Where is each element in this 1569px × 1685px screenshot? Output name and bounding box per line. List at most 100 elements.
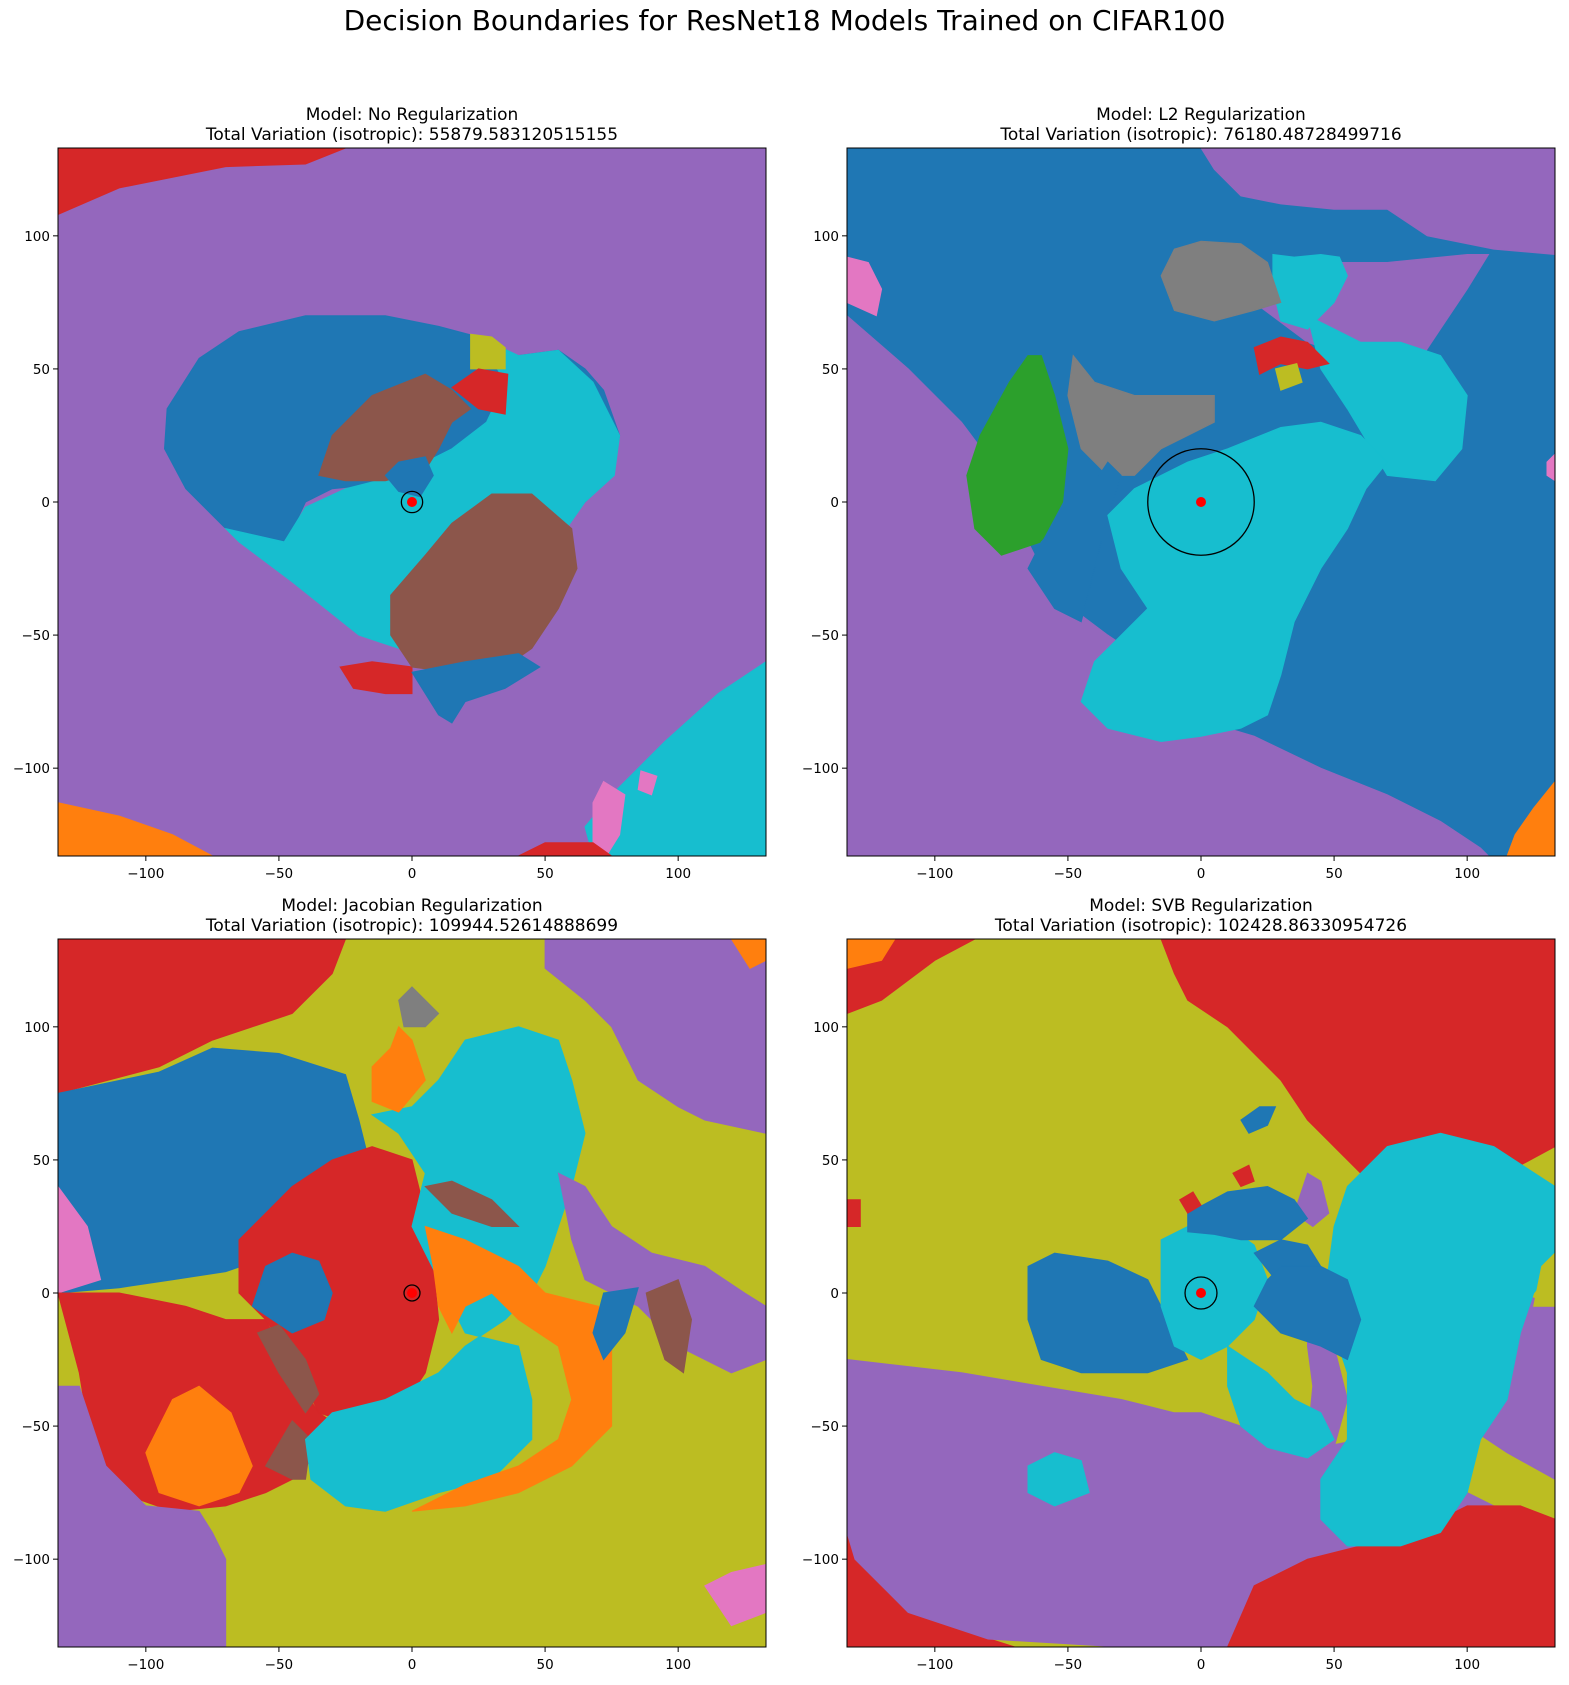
panel-title: Model: L2 Regularization [1096,105,1306,125]
class-region-orange [371,1025,426,1113]
class-region-purple [544,939,766,1134]
class-region-blue [251,1252,333,1334]
class-region-gray [1160,240,1282,322]
class-region-orange [145,1385,253,1507]
y-tick-label: −100 [13,1552,50,1568]
class-region-cyan [1027,1452,1090,1507]
class-region-blue [592,1287,639,1361]
y-tick-label: 0 [41,1286,50,1302]
plot-area [58,148,766,856]
x-tick-label: −100 [916,866,953,882]
class-region-olive [1274,362,1303,391]
figure-suptitle: Decision Boundaries for ResNet18 Models … [343,4,1226,37]
panel-3: −100 −50 0 50 100 −100 −50 0 50 100 Model: Jacobia… [13,896,767,1673]
panel-2: −100 −50 0 50 100 −100 −50 0 50 100 Model: L2 Regu… [802,105,1556,882]
class-region-blue [1240,1106,1277,1134]
y-tick-label: 0 [830,495,839,511]
y-tick-label: 50 [33,362,50,378]
class-region-cyan [1080,421,1388,743]
radius-circle [1184,1276,1218,1310]
x-tick-label: 100 [665,1657,691,1673]
x-tick-label: 50 [536,1657,553,1673]
class-region-purple [58,1385,227,1647]
class-region-red [847,1199,861,1227]
class-region-green [966,355,1069,556]
y-tick-label: −100 [802,1552,839,1568]
x-tick-label: 0 [1197,1657,1206,1673]
class-region-pink [592,780,626,856]
class-region-orange [847,939,896,969]
origin-point [1196,1288,1206,1298]
x-tick-label: −50 [1054,1657,1083,1673]
plot-area [58,939,766,1647]
class-region-orange [730,939,766,969]
panel-subtitle: Total Variation (isotropic): 102428.8633… [994,916,1407,936]
class-region-pink [1546,453,1555,482]
y-tick-label: −50 [22,628,51,644]
x-tick-label: −50 [265,1657,294,1673]
class-region-red [339,661,413,695]
class-region-olive [1533,1252,1555,1307]
class-region-cyan [1272,253,1348,330]
class-region-pink [637,770,658,796]
radius-circle [1147,448,1255,556]
y-tick-label: 0 [41,495,50,511]
class-region-red [58,939,347,1094]
panel-title: Model: No Regularization [306,105,519,125]
y-tick-label: −50 [811,628,840,644]
panel-subtitle: Total Variation (isotropic): 109944.5261… [205,916,618,936]
x-tick-label: 100 [1454,866,1480,882]
y-tick-label: −50 [22,1419,51,1435]
class-region-purple [1200,148,1555,256]
origin-point [1196,497,1206,507]
plot-area [847,148,1555,856]
origin-point [407,497,417,507]
y-tick-label: 50 [33,1153,50,1169]
y-tick-label: 100 [813,229,839,245]
y-tick-label: −100 [13,761,50,777]
x-tick-label: 50 [1325,1657,1342,1673]
origin-point [407,1288,417,1298]
y-tick-label: −50 [811,1419,840,1435]
y-tick-label: −100 [802,761,839,777]
y-tick-label: 100 [24,1020,50,1036]
class-region-blue [1253,1265,1362,1361]
panel-title: Model: Jacobian Regularization [281,896,542,916]
class-region-brown [256,1324,320,1414]
y-tick-label: 100 [813,1020,839,1036]
panel-subtitle: Total Variation (isotropic): 76180.48728… [999,125,1401,145]
class-region-brown [645,1279,693,1374]
class-region-gray [398,986,440,1028]
panel-title: Model: SVB Regularization [1089,896,1313,916]
class-region-gray [1067,354,1215,476]
x-tick-label: 50 [536,866,553,882]
class-region-red [518,842,613,856]
class-region-pink [58,1185,102,1294]
class-region-blue [384,456,434,498]
class-region-pink [847,256,883,317]
class-region-brown [390,493,578,673]
x-tick-label: 0 [1197,866,1206,882]
class-region-red [1253,336,1330,375]
class-region-purple [557,1172,766,1374]
class-region-red [58,148,346,216]
class-region-orange [411,1225,613,1512]
panel-1: −100 −50 0 50 100 −100 −50 0 50 100 Model: No Regu… [13,105,767,882]
class-region-red [1179,1191,1202,1214]
x-tick-label: −100 [127,1657,164,1673]
class-region-brown [318,373,472,482]
class-region-cyan [1227,1345,1335,1459]
panel-4: −100 −50 0 50 100 −100 −50 0 50 100 Model: SVB Reg… [802,896,1556,1673]
x-tick-label: −100 [127,866,164,882]
class-region-orange [58,802,213,856]
x-tick-label: 100 [1454,1657,1480,1673]
y-tick-label: 100 [24,229,50,245]
class-region-blue [1187,1185,1309,1241]
x-tick-label: −50 [1054,866,1083,882]
class-region-pink [704,1563,766,1627]
x-tick-label: 0 [408,1657,417,1673]
y-tick-label: 0 [830,1286,839,1302]
x-tick-label: 100 [665,866,691,882]
x-tick-label: 50 [1325,866,1342,882]
